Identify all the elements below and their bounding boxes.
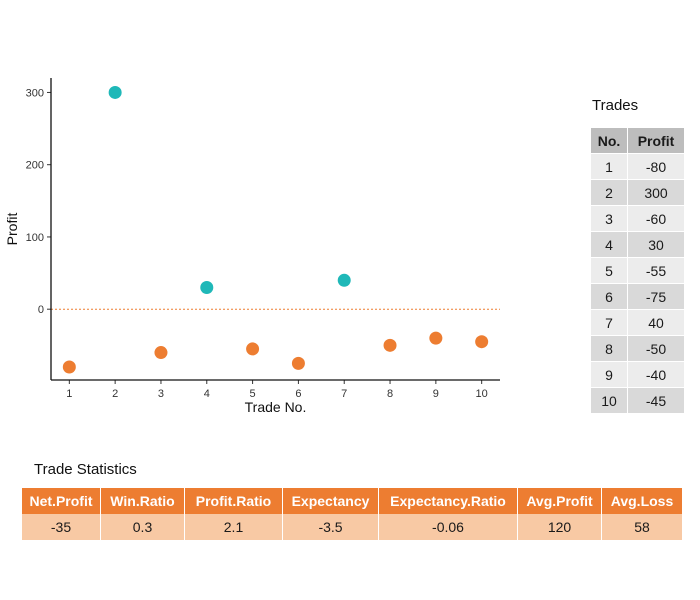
- trades-table: No. Profit 1 -80 2 300 3 -60 4 30 5 -55 6 -75 7 40 8 -5…: [590, 127, 685, 414]
- y-tick-label: 200: [26, 160, 44, 172]
- stats-value-cell: 120: [518, 514, 601, 540]
- stats-header-cell: Profit.Ratio: [185, 488, 282, 514]
- trade-row: 4 30: [591, 232, 684, 257]
- trade-point: [62, 360, 76, 374]
- trade-row: 9 -40: [591, 362, 684, 387]
- stats-value-cell: 58: [602, 514, 682, 540]
- trade-point: [108, 85, 122, 99]
- x-axis-ticks: 1 2 3 4 5 6 7 8 9 10: [66, 380, 488, 400]
- y-axis-ticks: 0 100 200 300: [26, 87, 51, 316]
- trade-profit-cell: 30: [628, 232, 684, 257]
- x-tick-label: 9: [433, 388, 439, 400]
- x-tick-label: 10: [476, 388, 488, 400]
- stats-value-cell: -3.5: [283, 514, 378, 540]
- trades-header-profit: Profit: [628, 128, 684, 153]
- trades-table-title: Trades: [592, 97, 639, 114]
- trade-number-cell: 10: [591, 388, 627, 413]
- trade-number-cell: 2: [591, 180, 627, 205]
- trade-profit-cell: -55: [628, 258, 684, 283]
- trade-point: [154, 346, 168, 360]
- stats-header-cell: Expectancy.Ratio: [379, 488, 517, 514]
- x-axis-title: Trade No.: [245, 399, 307, 415]
- trade-number-cell: 9: [591, 362, 627, 387]
- x-tick-label: 5: [250, 388, 256, 400]
- trades-table-body: 1 -80 2 300 3 -60 4 30 5 -55 6 -75 7 40 8 -50 9 -40 10 -45: [591, 154, 684, 413]
- stats-value-row: -35 0.3 2.1 -3.5 -0.06 120 58: [22, 514, 682, 540]
- x-tick-label: 6: [295, 388, 301, 400]
- stats-header-cell: Avg.Loss: [602, 488, 682, 514]
- trade-number-cell: 4: [591, 232, 627, 257]
- x-tick-label: 4: [204, 388, 210, 400]
- data-points: [62, 85, 489, 374]
- trade-point: [200, 281, 214, 295]
- trade-profit-cell: -60: [628, 206, 684, 231]
- trade-point: [291, 356, 305, 370]
- trade-point: [475, 335, 489, 349]
- trades-header-no: No.: [591, 128, 627, 153]
- trade-row: 3 -60: [591, 206, 684, 231]
- x-tick-label: 3: [158, 388, 164, 400]
- trade-point: [429, 331, 443, 345]
- x-tick-label: 1: [66, 388, 72, 400]
- y-tick-label: 100: [26, 232, 44, 244]
- trade-row: 2 300: [591, 180, 684, 205]
- trade-profit-cell: -45: [628, 388, 684, 413]
- x-tick-label: 8: [387, 388, 393, 400]
- trade-point: [337, 273, 351, 287]
- trade-row: 1 -80: [591, 154, 684, 179]
- profit-scatter-chart: 0 100 200 300 1 2 3 4 5 6 7 8 9 10 Trade No. Profit: [4, 78, 500, 415]
- y-tick-label: 0: [38, 304, 44, 316]
- trade-profit-cell: -40: [628, 362, 684, 387]
- stats-header-cell: Net.Profit: [22, 488, 100, 514]
- trade-number-cell: 3: [591, 206, 627, 231]
- trade-point: [383, 338, 397, 352]
- stats-value-cell: -35: [22, 514, 100, 540]
- stats-value-cell: -0.06: [379, 514, 517, 540]
- trade-row: 6 -75: [591, 284, 684, 309]
- x-tick-label: 2: [112, 388, 118, 400]
- y-axis-title: Profit: [4, 213, 20, 246]
- trade-number-cell: 6: [591, 284, 627, 309]
- trade-profit-cell: -50: [628, 336, 684, 361]
- trade-row: 5 -55: [591, 258, 684, 283]
- trade-profit-cell: -75: [628, 284, 684, 309]
- trade-row: 8 -50: [591, 336, 684, 361]
- trade-profit-cell: 40: [628, 310, 684, 335]
- trade-number-cell: 8: [591, 336, 627, 361]
- trades-header-row: No. Profit: [591, 128, 684, 153]
- stats-header-row: Net.Profit Win.Ratio Profit.Ratio Expectanc…: [22, 488, 682, 514]
- stats-value-cell: 0.3: [101, 514, 184, 540]
- stats-table-title: Trade Statistics: [34, 461, 137, 478]
- stats-header-cell: Win.Ratio: [101, 488, 184, 514]
- trade-number-cell: 5: [591, 258, 627, 283]
- trade-row: 7 40: [591, 310, 684, 335]
- stats-value-cell: 2.1: [185, 514, 282, 540]
- trade-point: [246, 342, 260, 356]
- trade-row: 10 -45: [591, 388, 684, 413]
- stats-header-cell: Avg.Profit: [518, 488, 601, 514]
- x-tick-label: 7: [341, 388, 347, 400]
- y-tick-label: 300: [26, 87, 44, 99]
- trade-profit-cell: 300: [628, 180, 684, 205]
- trade-profit-cell: -80: [628, 154, 684, 179]
- trade-number-cell: 1: [591, 154, 627, 179]
- trade-statistics-table: Net.Profit Win.Ratio Profit.Ratio Expectanc…: [21, 488, 683, 540]
- trade-number-cell: 7: [591, 310, 627, 335]
- stats-header-cell: Expectancy: [283, 488, 378, 514]
